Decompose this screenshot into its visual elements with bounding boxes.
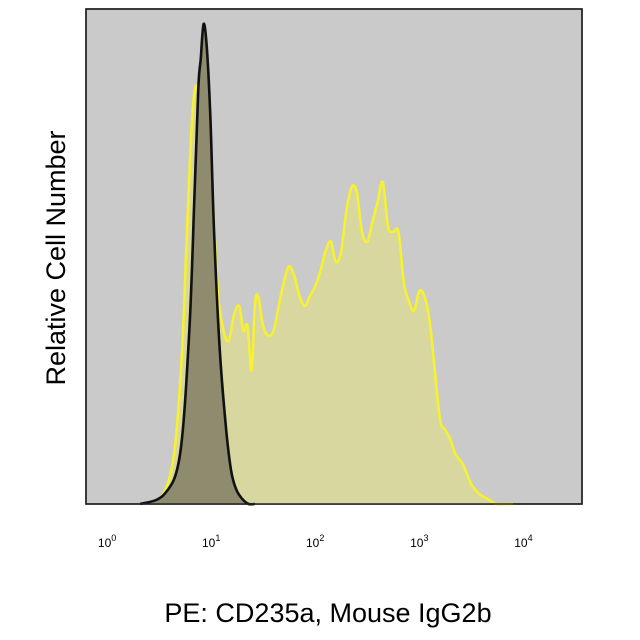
y-axis-title: Relative Cell Number <box>41 130 71 385</box>
tick-base: 10 <box>202 536 216 550</box>
tick-base: 10 <box>98 536 112 550</box>
series-2-fill <box>140 23 255 505</box>
tick-exponent: 3 <box>423 533 428 543</box>
plot-frame <box>85 8 583 505</box>
series-layer <box>139 22 513 506</box>
tick-exponent: 0 <box>111 533 116 543</box>
x-tick-label: 103 <box>410 533 428 550</box>
tick-exponent: 1 <box>215 533 220 543</box>
tick-base: 10 <box>306 536 320 550</box>
series-2-line <box>139 22 255 506</box>
tick-base: 10 <box>514 536 528 550</box>
x-axis-title: PE: CD235a, Mouse IgG2b <box>164 598 491 628</box>
x-tick-labels: 100 101 102 103 104 <box>98 533 533 550</box>
x-tick-label: 104 <box>514 533 532 550</box>
tick-base: 10 <box>410 536 424 550</box>
tick-exponent: 4 <box>528 533 533 543</box>
x-tick-label: 101 <box>202 533 220 550</box>
tick-exponent: 2 <box>319 533 324 543</box>
series-1-fill <box>146 85 513 505</box>
x-tick-label: 100 <box>98 533 116 550</box>
x-tick-label: 102 <box>306 533 324 550</box>
